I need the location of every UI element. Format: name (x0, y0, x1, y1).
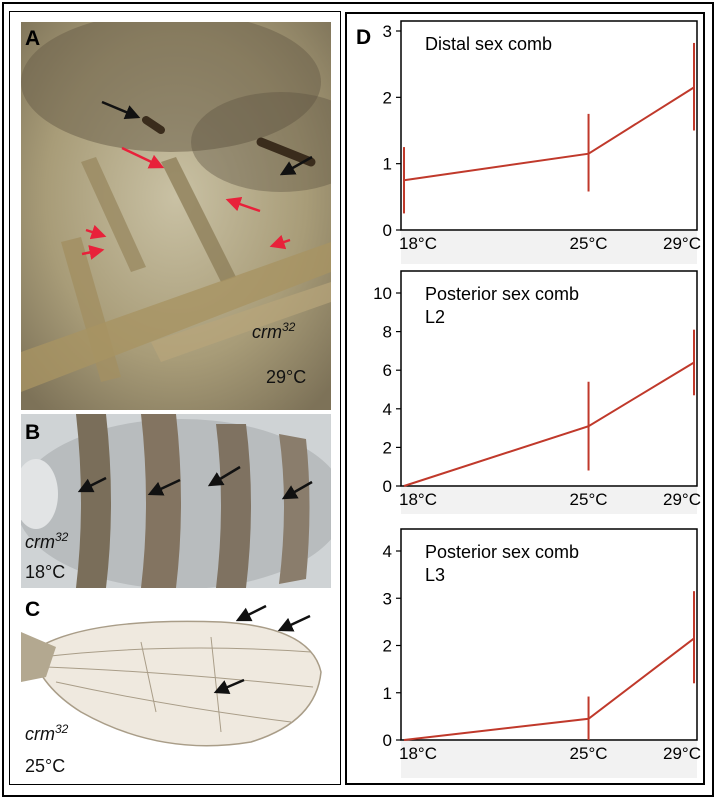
y-tick-label: 4 (383, 400, 392, 419)
y-tick-label: 0 (383, 477, 392, 496)
plot-frame (400, 20, 698, 231)
panel-a-genotype-label: crm32 (252, 320, 295, 343)
y-tick-label: 3 (383, 589, 392, 608)
chart-posterior-sex-comb-l3: 0 1 2 3 4 18°C 25°C 29°C Posterior sex comb L3 (360, 528, 705, 780)
x-tick-label: 25°C (570, 234, 608, 253)
x-axis-band (401, 741, 697, 778)
genotype-superscript: 32 (55, 530, 69, 544)
plot-frame (400, 270, 698, 487)
chart-title: Distal sex comb (425, 34, 552, 54)
x-tick-label: 18°C (399, 490, 437, 509)
chart-svg: 0 2 4 6 8 10 18°C 25°C 29°C Posterior sex comb L2 (373, 270, 701, 514)
x-tick-label: 25°C (570, 490, 608, 509)
x-tick-label: 25°C (570, 744, 608, 763)
chart-posterior-sex-comb-l2: 0 2 4 6 8 10 18°C 25°C 29°C Posterior sex comb L2 (360, 270, 705, 516)
x-tick-label: 18°C (399, 744, 437, 763)
y-tick-label: 1 (383, 684, 392, 703)
right-chart-column (345, 12, 705, 785)
y-tick-label: 10 (373, 284, 392, 303)
panel-letter-d: D (356, 26, 372, 49)
y-tick-label: 6 (383, 361, 392, 380)
y-tick-label: 2 (383, 637, 392, 656)
panel-b-photo (21, 414, 331, 588)
y-tick-label: 8 (383, 323, 392, 342)
panel-letter-a: A (25, 27, 41, 50)
y-tick-label: 0 (383, 731, 392, 750)
x-axis-band (401, 231, 697, 264)
chart-title: Posterior sex comb (425, 284, 579, 304)
genotype-superscript: 32 (282, 320, 296, 334)
chart-title: Posterior sex comb (425, 542, 579, 562)
plot-frame (400, 528, 698, 741)
x-tick-label: 29°C (663, 490, 701, 509)
chart-title-line2: L3 (425, 565, 445, 585)
x-tick-label: 18°C (399, 234, 437, 253)
genotype-text: crm (25, 532, 55, 552)
y-tick-label: 3 (383, 22, 392, 41)
panel-b-temperature-label: 18°C (25, 562, 66, 582)
panel-a-temperature-label: 29°C (266, 367, 307, 387)
y-tick-label: 4 (383, 542, 392, 561)
chart-svg: 0 1 2 3 4 18°C 25°C 29°C Posterior sex comb L3 (383, 528, 701, 778)
chart-svg: 0 1 2 3 18°C 25°C 29°C Distal sex comb (383, 20, 701, 264)
y-tick-label: 0 (383, 221, 392, 240)
x-tick-label: 29°C (663, 744, 701, 763)
panel-c-genotype-label: crm32 (25, 722, 68, 745)
y-tick-label: 2 (383, 438, 392, 457)
panel-letter-c: C (25, 598, 41, 621)
y-tick-label: 1 (383, 155, 392, 174)
genotype-text: crm (252, 322, 282, 342)
genotype-text: crm (25, 724, 55, 744)
panel-c-photo (21, 592, 331, 778)
x-axis-band (401, 487, 697, 514)
panel-a-photo (21, 22, 331, 410)
genotype-superscript: 32 (55, 722, 69, 736)
chart-distal-sex-comb: 0 1 2 3 18°C 25°C 29°C Distal sex comb (360, 20, 705, 266)
panel-c-temperature-label: 25°C (25, 756, 66, 776)
panel-b-genotype-label: crm32 (25, 530, 68, 553)
panel-letter-b: B (25, 421, 41, 444)
chart-title-line2: L2 (425, 307, 445, 327)
y-tick-label: 2 (383, 88, 392, 107)
x-tick-label: 29°C (663, 234, 701, 253)
